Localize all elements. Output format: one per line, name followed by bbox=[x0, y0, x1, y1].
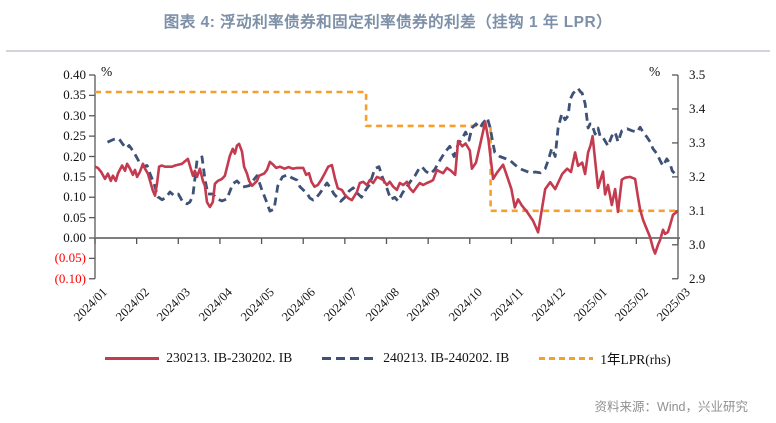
legend-item-spread-2023: 230213. IB-230202. IB bbox=[105, 350, 292, 366]
spread-2023-line bbox=[94, 120, 679, 255]
lpr-line bbox=[95, 90, 678, 213]
left-axis-tick-label: 0.00 bbox=[63, 230, 86, 245]
right-axis-tick-label: 2.9 bbox=[689, 270, 706, 286]
legend-label-lpr: 1年LPR(rhs) bbox=[600, 352, 671, 367]
legend-label-spread-2023: 230213. IB-230202. IB bbox=[166, 350, 293, 365]
title-divider bbox=[6, 50, 770, 52]
left-axis-tick-label: 0.30 bbox=[63, 107, 86, 123]
navy-dashed-line-sample bbox=[322, 356, 377, 360]
left-axis-tick-label: 0.35 bbox=[63, 87, 86, 103]
right-axis-tick-label: 3.1 bbox=[689, 202, 706, 218]
right-axis-tick-label: 3.2 bbox=[689, 168, 706, 184]
left-axis-tick-label: 0.10 bbox=[63, 189, 86, 205]
legend-item-lpr: 1年LPR(rhs) bbox=[539, 348, 671, 368]
left-axis-tick-label: 0.40 bbox=[63, 67, 86, 82]
left-axis-tick-label: 0.05 bbox=[63, 209, 86, 225]
left-axis-tick-label: 0.25 bbox=[63, 128, 86, 144]
chart-title: 图表 4: 浮动利率债券和固定利率债券的利差（挂钩 1 年 LPR） bbox=[163, 14, 613, 31]
source-note: 资料来源：Wind，兴业研究 bbox=[594, 400, 748, 414]
legend-label-spread-2024: 240213. IB-240202. IB bbox=[383, 350, 510, 365]
left-axis-unit-label: % bbox=[101, 64, 113, 79]
left-axis-tick-label: 0.20 bbox=[63, 148, 86, 164]
left-axis-tick-label: 0.15 bbox=[63, 168, 86, 184]
orange-dashed-line-sample bbox=[539, 356, 594, 360]
right-axis-tick-label: 3.5 bbox=[689, 67, 706, 82]
right-axis-tick-label: 3.0 bbox=[689, 236, 706, 252]
spread-2024-line bbox=[106, 87, 679, 213]
red-solid-line-sample bbox=[105, 356, 160, 360]
right-axis-tick-label: 3.4 bbox=[689, 100, 706, 116]
legend: 230213. IB-230202. IB 240213. IB-240202.… bbox=[0, 348, 776, 368]
left-axis-tick-label: (0.10) bbox=[54, 270, 86, 286]
right-axis-tick-label: 3.3 bbox=[689, 134, 706, 150]
legend-item-spread-2024: 240213. IB-240202. IB bbox=[322, 350, 509, 366]
left-axis-tick-label: (0.05) bbox=[54, 250, 86, 266]
right-axis-unit-label: % bbox=[649, 64, 661, 79]
